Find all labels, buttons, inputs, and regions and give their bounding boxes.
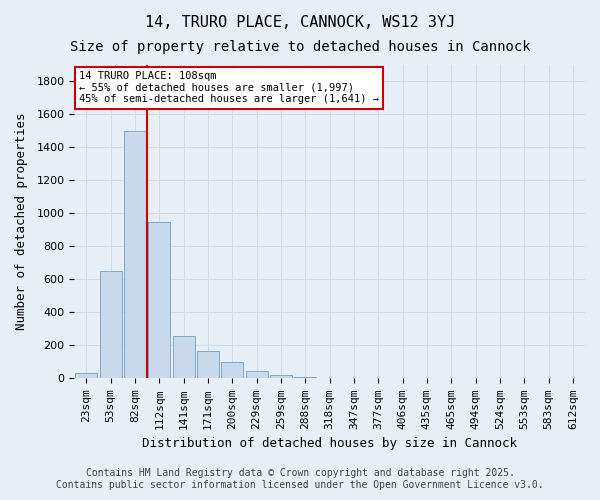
Text: 14 TRURO PLACE: 108sqm
← 55% of detached houses are smaller (1,997)
45% of semi-: 14 TRURO PLACE: 108sqm ← 55% of detached… — [79, 72, 379, 104]
Bar — [173, 336, 194, 378]
Text: 14, TRURO PLACE, CANNOCK, WS12 3YJ: 14, TRURO PLACE, CANNOCK, WS12 3YJ — [145, 15, 455, 30]
Text: Contains HM Land Registry data © Crown copyright and database right 2025.
Contai: Contains HM Land Registry data © Crown c… — [56, 468, 544, 490]
Text: Size of property relative to detached houses in Cannock: Size of property relative to detached ho… — [70, 40, 530, 54]
Bar — [270, 375, 292, 378]
Bar — [221, 362, 243, 378]
Y-axis label: Number of detached properties: Number of detached properties — [15, 113, 28, 330]
Bar — [100, 271, 122, 378]
Bar — [124, 131, 146, 378]
Bar — [245, 371, 268, 378]
Bar — [197, 351, 219, 378]
Bar — [76, 374, 97, 378]
Bar — [148, 222, 170, 378]
Bar — [295, 377, 316, 378]
X-axis label: Distribution of detached houses by size in Cannock: Distribution of detached houses by size … — [142, 437, 517, 450]
